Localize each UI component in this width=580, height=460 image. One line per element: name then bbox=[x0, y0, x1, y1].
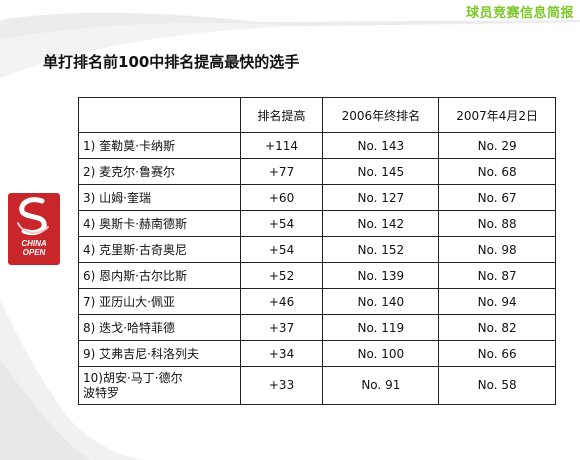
rank-2006: No. 152 bbox=[322, 236, 440, 263]
player-name: 7) 亚历山大·佩亚 bbox=[78, 288, 241, 315]
rank-gain: +46 bbox=[239, 288, 324, 315]
rank-2007: No. 87 bbox=[438, 262, 556, 289]
slide-title: 单打排名前100中排名提高最快的选手 bbox=[43, 53, 300, 71]
rank-2007: No. 94 bbox=[438, 288, 556, 315]
rank-2007: No. 68 bbox=[438, 158, 556, 185]
rank-2007: No. 88 bbox=[438, 210, 556, 237]
rank-2006: No. 139 bbox=[322, 262, 440, 289]
rank-2007: No. 98 bbox=[438, 236, 556, 263]
table-header-row: 排名提高 2006年终排名 2007年4月2日 bbox=[78, 97, 556, 133]
rank-gain: +77 bbox=[239, 158, 324, 185]
logo-line-2: OPEN bbox=[22, 248, 46, 257]
s-swirl-icon bbox=[17, 197, 49, 236]
rank-gain: +33 bbox=[239, 366, 324, 405]
rank-gain: +34 bbox=[239, 340, 324, 367]
rank-2007: No. 82 bbox=[438, 314, 556, 341]
player-name: 1) 奎勒莫·卡纳斯 bbox=[78, 132, 241, 159]
player-name: 6) 恩内斯·古尔比斯 bbox=[78, 262, 241, 289]
logo-line-1: CHINA bbox=[21, 239, 47, 248]
player-name: 8) 迭戈·哈特菲德 bbox=[78, 314, 241, 341]
table-row: 9) 艾弗吉尼·科洛列夫 +34 No. 100 No. 66 bbox=[78, 340, 556, 367]
table-row: 7) 亚历山大·佩亚 +46 No. 140 No. 94 bbox=[78, 288, 556, 315]
rank-2006: No. 127 bbox=[322, 184, 440, 211]
table-row: 2) 麦克尔·鲁赛尔 +77 No. 145 No. 68 bbox=[78, 158, 556, 185]
report-label: 球员竞赛信息简报 bbox=[465, 6, 574, 21]
ranking-table: 排名提高 2006年终排名 2007年4月2日 1) 奎勒莫·卡纳斯 +114 … bbox=[78, 97, 556, 405]
table-row: 3) 山姆·奎瑞 +60 No. 127 No. 67 bbox=[78, 184, 556, 211]
column-header-player bbox=[78, 97, 241, 133]
player-name: 10)胡安·马丁·德尔 波特罗 bbox=[78, 366, 241, 405]
table-row: 8) 迭戈·哈特菲德 +37 No. 119 No. 82 bbox=[78, 314, 556, 341]
rank-gain: +52 bbox=[239, 262, 324, 289]
rank-2006: No. 140 bbox=[322, 288, 440, 315]
table-row: 6) 恩内斯·古尔比斯 +52 No. 139 No. 87 bbox=[78, 262, 556, 289]
rank-gain: +60 bbox=[239, 184, 324, 211]
rank-gain: +37 bbox=[239, 314, 324, 341]
table-row: 4) 奥斯卡·赫南德斯 +54 No. 142 No. 88 bbox=[78, 210, 556, 237]
rank-2006: No. 143 bbox=[322, 132, 440, 159]
player-name: 2) 麦克尔·鲁赛尔 bbox=[78, 158, 241, 185]
column-header-rank-2007: 2007年4月2日 bbox=[438, 97, 556, 133]
rank-gain: +114 bbox=[239, 132, 324, 159]
rank-gain: +54 bbox=[239, 210, 324, 237]
rank-2006: No. 145 bbox=[322, 158, 440, 185]
rank-2006: No. 142 bbox=[322, 210, 440, 237]
table-row: 10)胡安·马丁·德尔 波特罗 +33 No. 91 No. 58 bbox=[78, 366, 556, 405]
player-name: 4) 克里斯·古奇奥尼 bbox=[78, 236, 241, 263]
rank-2007: No. 66 bbox=[438, 340, 556, 367]
player-name: 9) 艾弗吉尼·科洛列夫 bbox=[78, 340, 241, 367]
table-row: 1) 奎勒莫·卡纳斯 +114 No. 143 No. 29 bbox=[78, 132, 556, 159]
player-name: 3) 山姆·奎瑞 bbox=[78, 184, 241, 211]
rank-2007: No. 67 bbox=[438, 184, 556, 211]
rank-2007: No. 29 bbox=[438, 132, 556, 159]
rank-2006: No. 91 bbox=[322, 366, 440, 405]
rank-2006: No. 119 bbox=[322, 314, 440, 341]
rank-2007: No. 58 bbox=[438, 366, 556, 405]
player-name-line-1: 10)胡安·马丁·德尔 bbox=[83, 370, 183, 385]
player-name-line-2: 波特罗 bbox=[83, 385, 120, 400]
player-name: 4) 奥斯卡·赫南德斯 bbox=[78, 210, 241, 237]
rank-2006: No. 100 bbox=[322, 340, 440, 367]
column-header-gain: 排名提高 bbox=[239, 97, 324, 133]
table-row: 4) 克里斯·古奇奥尼 +54 No. 152 No. 98 bbox=[78, 236, 556, 263]
top-banner: 球员竞赛信息简报 bbox=[0, 0, 580, 22]
china-open-logo: CHINA OPEN bbox=[8, 193, 60, 265]
rank-gain: +54 bbox=[239, 236, 324, 263]
column-header-rank-2006: 2006年终排名 bbox=[322, 97, 440, 133]
